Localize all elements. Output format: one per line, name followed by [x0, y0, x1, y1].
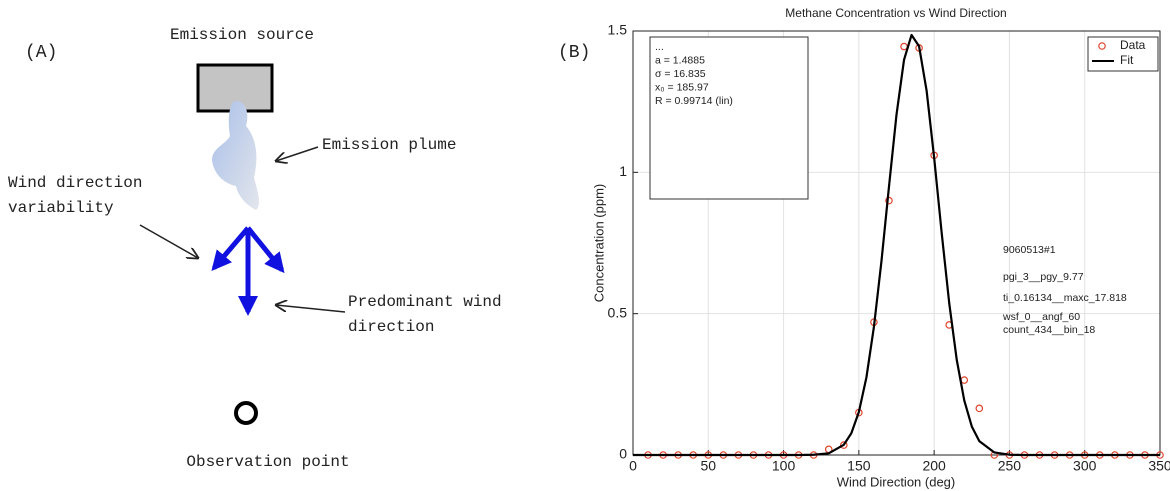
annotation: wsf_0__angf_60 [1002, 311, 1080, 323]
chart-title: Methane Concentration vs Wind Direction [785, 6, 1006, 20]
annotation: pgi_3__pgy_9.77 [1003, 271, 1084, 283]
data-point [839, 441, 848, 449]
label: Observation point [186, 453, 349, 471]
fit-text: ... [655, 41, 664, 53]
annotation: ti_0.16134__maxc_17.818 [1003, 292, 1127, 304]
x-tick-label: 350 [1148, 458, 1170, 474]
wind-arrows [211, 226, 285, 316]
pointer [139, 224, 198, 258]
observation-point [234, 401, 258, 425]
label: Wind direction [8, 174, 142, 192]
chart: (B) Methane Concentration vs Wind Direct… [558, 6, 1170, 489]
x-tick-label: 200 [922, 458, 946, 474]
x-tick-label: 0 [629, 458, 637, 474]
x-tick-label: 250 [998, 458, 1022, 474]
fit-text: x₀ = 185.97 [655, 81, 709, 93]
diagram: (A) Emission source Emission plume Wind … [8, 26, 502, 471]
y-tick-label: 1 [619, 163, 627, 179]
pointer [276, 146, 319, 161]
plume [212, 101, 260, 210]
axes-frame [632, 30, 1161, 456]
fit-text: σ = 16.835 [655, 68, 706, 80]
fit-box [649, 36, 809, 200]
pointer [276, 305, 346, 313]
label: Emission source [170, 26, 314, 44]
fit-line [633, 33, 1160, 457]
label: Predominant wind [348, 293, 502, 311]
label: Emission plume [322, 136, 456, 154]
label: variability [8, 199, 114, 217]
fit-text: R = 0.99714 (lin) [655, 95, 733, 107]
y-tick-label: 1.5 [608, 22, 628, 38]
annotation: 9060513#1 [1003, 244, 1056, 256]
panel-label: (A) [25, 43, 57, 63]
annotation: count_434__bin_18 [1003, 324, 1095, 336]
panel-label: (B) [558, 43, 590, 63]
legend-label: Fit [1120, 53, 1134, 67]
data-point [975, 404, 984, 413]
label: direction [348, 318, 434, 336]
y-axis-label: Concentration (ppm) [591, 184, 606, 303]
fit-text: a = 1.4885 [655, 54, 705, 66]
x-tick-label: 150 [847, 458, 871, 474]
legend-label: Data [1120, 38, 1146, 52]
y-tick-label: 0.5 [608, 304, 628, 320]
y-tick-label: 0 [619, 446, 627, 462]
legend-box [1087, 36, 1159, 72]
x-tick-label: 100 [772, 458, 796, 474]
legend-marker [1098, 42, 1106, 50]
x-axis-label: Wind Direction (deg) [837, 474, 956, 489]
x-tick-label: 50 [700, 458, 716, 474]
x-tick-label: 300 [1073, 458, 1097, 474]
